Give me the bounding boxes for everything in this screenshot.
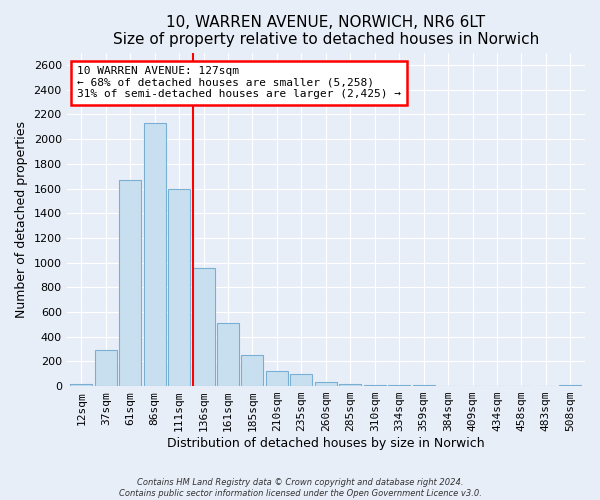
Bar — [339, 384, 361, 386]
Bar — [266, 370, 288, 386]
Bar — [241, 355, 263, 386]
Bar — [70, 384, 92, 386]
Bar — [315, 382, 337, 386]
Bar — [217, 323, 239, 386]
Bar — [95, 350, 117, 386]
Title: 10, WARREN AVENUE, NORWICH, NR6 6LT
Size of property relative to detached houses: 10, WARREN AVENUE, NORWICH, NR6 6LT Size… — [113, 15, 539, 48]
Bar — [290, 374, 313, 386]
Bar — [143, 123, 166, 386]
Text: Contains HM Land Registry data © Crown copyright and database right 2024.
Contai: Contains HM Land Registry data © Crown c… — [119, 478, 481, 498]
X-axis label: Distribution of detached houses by size in Norwich: Distribution of detached houses by size … — [167, 437, 485, 450]
Text: 10 WARREN AVENUE: 127sqm
← 68% of detached houses are smaller (5,258)
31% of sem: 10 WARREN AVENUE: 127sqm ← 68% of detach… — [77, 66, 401, 100]
Bar — [193, 268, 215, 386]
Y-axis label: Number of detached properties: Number of detached properties — [15, 121, 28, 318]
Bar — [364, 385, 386, 386]
Bar — [559, 385, 581, 386]
Bar — [119, 180, 141, 386]
Bar — [168, 188, 190, 386]
